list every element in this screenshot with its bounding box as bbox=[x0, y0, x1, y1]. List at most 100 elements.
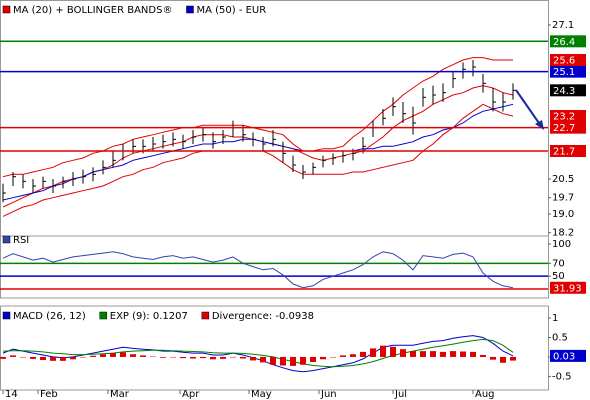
divergence-bar bbox=[80, 356, 86, 358]
price-label: 23.2 bbox=[553, 111, 575, 122]
divergence-bar bbox=[20, 356, 26, 358]
x-tick-label: May bbox=[251, 389, 272, 400]
divergence-bar bbox=[290, 356, 296, 366]
price-label: 24.3 bbox=[553, 86, 575, 97]
rsi-value-label: 31.93 bbox=[553, 283, 582, 294]
bollinger-band bbox=[2, 57, 513, 178]
divergence-bar bbox=[330, 356, 336, 358]
divergence-bar bbox=[500, 356, 506, 363]
divergence-bar bbox=[300, 356, 306, 365]
divergence-bar bbox=[190, 356, 196, 359]
divergence-bar bbox=[200, 356, 206, 359]
divergence-bar bbox=[480, 355, 486, 357]
divergence-bar bbox=[490, 356, 496, 360]
level-label-box bbox=[550, 35, 586, 48]
legend-swatch bbox=[2, 5, 11, 14]
level-label: 26.4 bbox=[553, 37, 575, 48]
divergence-bar bbox=[380, 345, 386, 357]
y-tick-label: -0.5 bbox=[552, 371, 572, 382]
divergence-bar bbox=[170, 356, 176, 358]
x-tick-label: Jun bbox=[320, 389, 337, 400]
legend-label: MA (20) + BOLLINGER BANDS® bbox=[13, 5, 172, 16]
rsi-title: RSI bbox=[13, 235, 29, 246]
divergence-bar bbox=[120, 352, 126, 357]
divergence-bar bbox=[320, 356, 326, 360]
divergence-bar bbox=[50, 356, 56, 361]
divergence-bar bbox=[450, 351, 456, 357]
legend-label: Divergence: -0.0938 bbox=[212, 311, 314, 322]
legend-swatch bbox=[186, 5, 194, 14]
x-tick-label: Apr bbox=[182, 389, 200, 400]
legend-label: MA (50) - EUR bbox=[196, 5, 266, 16]
divergence-bar bbox=[150, 356, 156, 358]
x-tick-label: Mar bbox=[110, 389, 130, 400]
price-label-box bbox=[550, 53, 586, 66]
divergence-bar bbox=[130, 354, 136, 357]
rsi-line bbox=[2, 251, 514, 289]
divergence-bar bbox=[270, 356, 276, 365]
forecast-arrow-head bbox=[535, 120, 544, 130]
x-tick-label: Feb bbox=[40, 389, 58, 400]
divergence-bar bbox=[390, 346, 396, 357]
moving-average bbox=[2, 103, 514, 201]
divergence-bar bbox=[510, 356, 516, 361]
plot-layer: 27.1 20.5 19.7 19.0 18.2 26.4 25.1 22.7 21.7 25.6… bbox=[0, 5, 586, 400]
divergence-bar bbox=[420, 351, 426, 357]
divergence-bar bbox=[340, 355, 346, 357]
y-tick-label: 18.2 bbox=[552, 228, 574, 239]
moving-average bbox=[2, 85, 514, 208]
divergence-bar bbox=[410, 351, 416, 357]
macd-value-label-box bbox=[550, 349, 586, 362]
legend-label: MACD (26, 12) bbox=[13, 311, 86, 322]
bollinger-band bbox=[2, 103, 514, 217]
x-tick-label: 14 bbox=[5, 389, 18, 400]
divergence-bar bbox=[400, 349, 406, 357]
divergence-bar bbox=[30, 356, 36, 359]
legend-swatch bbox=[2, 311, 11, 320]
legend-label: EXP (9): 0.1207 bbox=[110, 311, 188, 322]
divergence-bar bbox=[240, 356, 246, 359]
rsi-panel bbox=[0, 235, 549, 299]
divergence-bar bbox=[90, 355, 96, 357]
y-tick-label: 19.0 bbox=[552, 209, 574, 220]
level-label: 22.7 bbox=[553, 123, 575, 134]
rsi-value-label-box bbox=[550, 281, 586, 294]
price-panel bbox=[0, 0, 549, 237]
divergence-bar bbox=[100, 354, 106, 357]
price-label-box bbox=[550, 109, 586, 122]
level-label-box bbox=[550, 145, 586, 158]
divergence-bar bbox=[180, 356, 186, 359]
legend-swatch bbox=[201, 311, 210, 320]
level-label: 25.1 bbox=[553, 67, 575, 78]
y-tick-label: 50 bbox=[552, 271, 565, 282]
divergence-bar bbox=[310, 356, 316, 362]
divergence-bar bbox=[10, 355, 16, 357]
level-label-box bbox=[550, 65, 586, 78]
divergence-bar bbox=[370, 348, 376, 357]
price-label: 25.6 bbox=[553, 55, 575, 66]
divergence-bar bbox=[430, 351, 436, 357]
divergence-bar bbox=[440, 351, 446, 357]
divergence-bar bbox=[140, 355, 146, 357]
divergence-bar bbox=[220, 356, 226, 359]
price-label-box bbox=[550, 84, 586, 97]
divergence-bar bbox=[160, 356, 166, 358]
forecast-arrow bbox=[515, 89, 542, 127]
y-tick-label: 100 bbox=[552, 239, 571, 250]
y-tick-label: 0.5 bbox=[552, 333, 568, 344]
divergence-bar bbox=[260, 356, 266, 363]
legend-swatch bbox=[99, 311, 108, 320]
divergence-bar bbox=[230, 356, 236, 358]
x-tick-label: Jul bbox=[394, 389, 407, 400]
legend-swatch bbox=[2, 235, 11, 244]
divergence-bar bbox=[470, 351, 476, 357]
divergence-bar bbox=[250, 356, 256, 361]
y-tick-label: 1 bbox=[552, 313, 558, 324]
divergence-bar bbox=[350, 354, 356, 357]
macd-line bbox=[2, 335, 514, 373]
divergence-bar bbox=[460, 351, 466, 357]
level-label-box bbox=[550, 121, 586, 134]
y-tick-label: 70 bbox=[552, 258, 565, 269]
